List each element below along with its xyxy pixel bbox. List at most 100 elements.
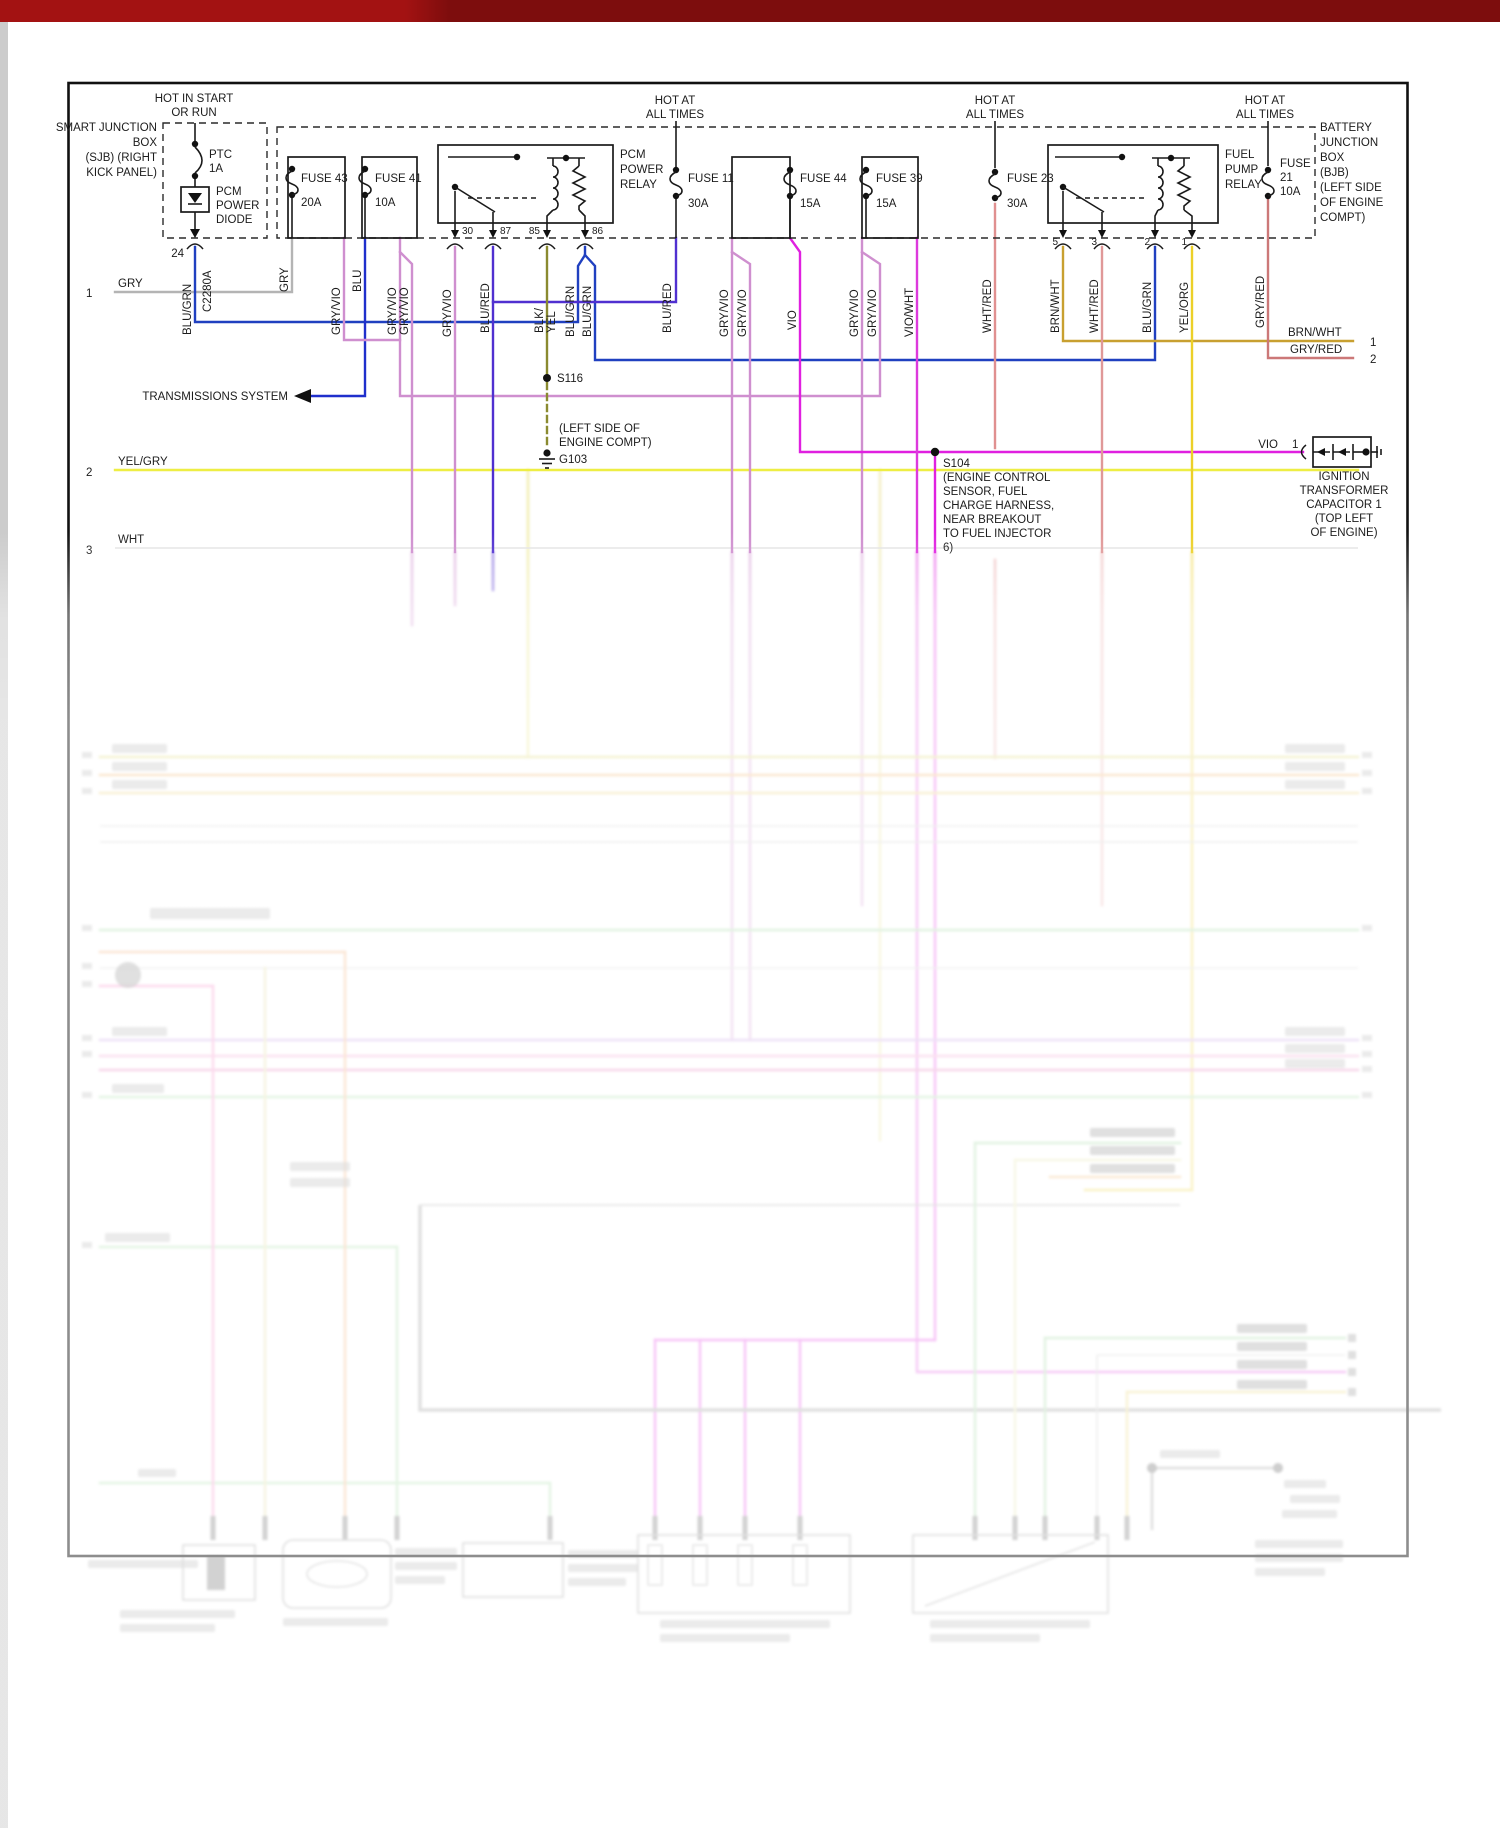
label-brn-wht: BRN/WHT — [1050, 279, 1062, 333]
fuse43-name: FUSE 43 — [301, 173, 348, 185]
g103-location: (LEFT SIDE OF — [559, 423, 640, 435]
pcm-relay-label: PCM — [620, 149, 646, 161]
svg-text:TRANSFORMER: TRANSFORMER — [1300, 485, 1389, 497]
svg-text:BOX: BOX — [133, 137, 158, 149]
banner-hot-in-start: HOT IN START — [155, 93, 234, 105]
splice-s104-dot — [930, 447, 940, 457]
capacitor-label: IGNITION — [1318, 471, 1369, 483]
relay-pins — [446, 223, 1201, 250]
svg-text:COMPT): COMPT) — [1320, 212, 1366, 224]
svg-text:10A: 10A — [1280, 186, 1301, 198]
svg-text:NEAR BREAKOUT: NEAR BREAKOUT — [943, 514, 1041, 526]
banner-hot-at-1: HOT AT — [655, 95, 695, 107]
fuse-panel-box — [276, 126, 1316, 239]
svg-text:TO FUEL INJECTOR: TO FUEL INJECTOR — [943, 528, 1051, 540]
svg-text:JUNCTION: JUNCTION — [1320, 137, 1378, 149]
svg-text:CAPACITOR 1: CAPACITOR 1 — [1306, 499, 1382, 511]
svg-text:PUMP: PUMP — [1225, 164, 1259, 176]
svg-text:ENGINE COMPT): ENGINE COMPT) — [559, 437, 652, 449]
faded-lower-diagram — [82, 468, 1441, 1642]
svg-text:WHT/RED: WHT/RED — [1089, 279, 1101, 333]
label-vio: VIO — [787, 310, 799, 330]
svg-text:KICK PANEL): KICK PANEL) — [86, 167, 157, 179]
svg-text:1A: 1A — [209, 163, 223, 175]
ptc-element — [194, 146, 203, 174]
pin-87: 87 — [500, 226, 512, 237]
label-vio-wht: VIO/WHT — [904, 288, 916, 337]
diagram-text: HOT IN START OR RUN HOT AT ALL TIMES HOT… — [56, 93, 1389, 557]
fuse44-name: FUSE 44 — [800, 173, 847, 185]
svg-text:(SJB) (RIGHT: (SJB) (RIGHT — [85, 152, 157, 164]
svg-text:15A: 15A — [800, 198, 821, 210]
row1-num: 1 — [86, 288, 92, 300]
capacitor-pin: 1 — [1292, 439, 1298, 451]
banner-hot-at-3: HOT AT — [1245, 95, 1285, 107]
label-yel-org: YEL/ORG — [1179, 282, 1191, 333]
svg-text:ALL TIMES: ALL TIMES — [646, 109, 704, 121]
pin-1: 1 — [1181, 237, 1187, 248]
ground-icon — [539, 458, 555, 469]
svg-text:(TOP LEFT: (TOP LEFT — [1315, 513, 1373, 525]
diode-icon — [188, 193, 202, 203]
wire-runs — [113, 197, 1360, 554]
label-blu: BLU — [352, 270, 364, 292]
fuse11-name: FUSE 11 — [688, 173, 734, 185]
svg-text:30A: 30A — [688, 198, 709, 210]
row1-label: GRY — [118, 278, 143, 290]
s116-label: S116 — [557, 373, 583, 385]
fuse21-name: FUSE — [1280, 158, 1311, 170]
svg-text:ALL TIMES: ALL TIMES — [1236, 109, 1294, 121]
svg-text:OF ENGINE): OF ENGINE) — [1310, 527, 1377, 539]
pin-86: 86 — [592, 226, 604, 237]
svg-text:GRY/VIO: GRY/VIO — [849, 289, 861, 337]
s104-label: S104 — [943, 458, 970, 470]
svg-text:(LEFT SIDE: (LEFT SIDE — [1320, 182, 1382, 194]
pin-30: 30 — [462, 226, 474, 237]
right-row1-num: 1 — [1370, 337, 1376, 349]
wire-vio — [788, 236, 1305, 454]
capacitor-wire-label: VIO — [1258, 439, 1278, 451]
svg-text:RELAY: RELAY — [620, 179, 657, 191]
svg-text:DIODE: DIODE — [216, 214, 253, 226]
row2-label: YEL/GRY — [118, 456, 168, 468]
banner-hot-at-2: HOT AT — [975, 95, 1015, 107]
svg-text:CHARGE HARNESS,: CHARGE HARNESS, — [943, 500, 1054, 512]
transmission-label: TRANSMISSIONS SYSTEM — [142, 391, 288, 403]
svg-text:(ENGINE CONTROL: (ENGINE CONTROL — [943, 472, 1051, 484]
wire-gry-vio-bus — [398, 236, 882, 398]
label-c2280a: C2280A — [202, 270, 214, 312]
svg-text:(BJB): (BJB) — [1320, 167, 1349, 179]
fuse39-name: FUSE 39 — [876, 173, 923, 185]
transmission-arrow-icon — [294, 389, 311, 403]
svg-text:GRY/VIO: GRY/VIO — [331, 287, 343, 335]
g103-label: G103 — [559, 454, 587, 466]
row3-label: WHT — [118, 534, 144, 546]
right-row2-num: 2 — [1370, 354, 1376, 366]
svg-text:BOX: BOX — [1320, 152, 1345, 164]
fuse41-name: FUSE 41 — [375, 173, 422, 185]
svg-text:BLU/GRN: BLU/GRN — [582, 286, 594, 337]
pin-3: 3 — [1091, 237, 1097, 248]
label-wht-red: WHT/RED — [982, 279, 994, 333]
diode-label: PCM — [216, 186, 242, 198]
svg-text:POWER: POWER — [620, 164, 663, 176]
svg-text:POWER: POWER — [216, 200, 259, 212]
label-gry: GRY — [279, 267, 291, 292]
svg-text:BLU/GRN: BLU/GRN — [565, 286, 577, 337]
label-gry-red: GRY/RED — [1255, 276, 1267, 328]
svg-text:SENSOR, FUEL: SENSOR, FUEL — [943, 486, 1028, 498]
svg-text:6): 6) — [943, 542, 953, 554]
label-blu-red: BLU/RED — [480, 283, 492, 333]
fuse23-name: FUSE 23 — [1007, 173, 1054, 185]
row3-num: 3 — [86, 545, 92, 557]
svg-text:GRY/VIO: GRY/VIO — [442, 289, 454, 337]
fuse-elements — [285, 165, 1275, 238]
svg-text:GRY/VIO: GRY/VIO — [387, 287, 399, 335]
svg-text:BLU/GRN: BLU/GRN — [1142, 282, 1154, 333]
svg-text:RELAY: RELAY — [1225, 179, 1262, 191]
label-circuit-24: 24 — [171, 248, 184, 260]
fuel-pump-relay — [1047, 144, 1219, 224]
svg-text:10A: 10A — [375, 197, 396, 209]
row2-num: 2 — [86, 467, 92, 479]
